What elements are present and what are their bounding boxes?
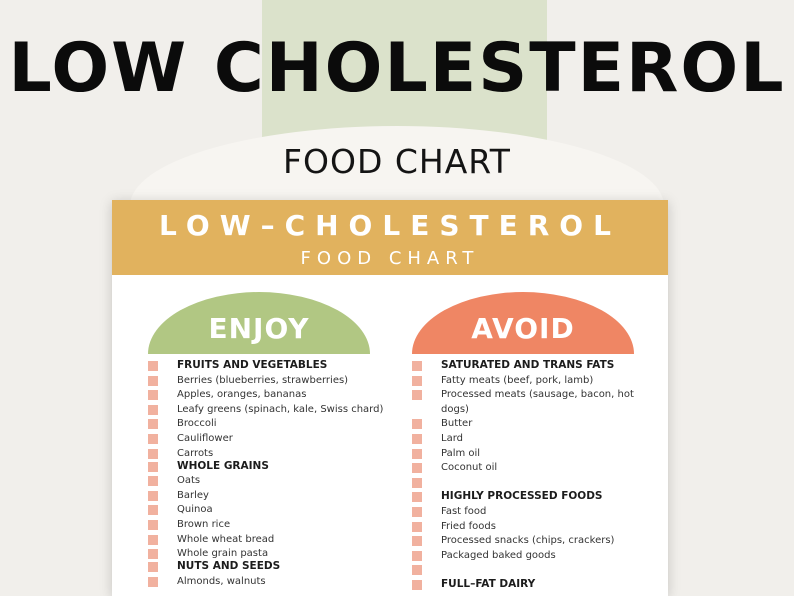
item-label: Butter	[441, 418, 473, 430]
checkbox[interactable]	[148, 519, 158, 530]
category-heading: HIGHLY PROCESSED FOODS	[441, 490, 603, 503]
checkbox[interactable]	[148, 375, 158, 386]
checkbox[interactable]	[412, 565, 422, 576]
checkbox[interactable]	[148, 534, 158, 545]
checkbox[interactable]	[148, 433, 158, 444]
checkbox[interactable]	[148, 361, 158, 371]
checkbox[interactable]	[412, 579, 422, 590]
category-heading: FULL–FAT DAIRY	[441, 577, 536, 590]
checkbox[interactable]	[412, 506, 422, 517]
checkbox[interactable]	[412, 361, 422, 371]
item-label: Packaged baked goods	[441, 549, 556, 561]
avoid-heading: AVOID	[412, 292, 634, 354]
item-label: Lard	[441, 432, 463, 444]
card-header: LOW–CHOLESTEROL FOOD CHART	[112, 200, 668, 275]
checkbox[interactable]	[148, 419, 158, 430]
item-label: Leafy greens (spinach, kale, Swiss chard…	[177, 403, 384, 415]
item-label: Brown rice	[177, 518, 231, 530]
item-label: Cauliflower	[177, 432, 233, 444]
enjoy-heading: ENJOY	[148, 292, 370, 354]
item-label: Fast food	[441, 505, 487, 517]
checkbox[interactable]	[412, 492, 422, 503]
item-label: Broccoli	[177, 418, 217, 430]
checkbox[interactable]	[412, 550, 422, 561]
item-label: Whole grain pasta	[177, 548, 269, 560]
page-subtitle: FOOD CHART	[283, 142, 511, 181]
checkbox[interactable]	[148, 490, 158, 501]
checkbox[interactable]	[412, 536, 422, 547]
item-label: dogs)	[441, 403, 469, 415]
checkbox[interactable]	[148, 390, 158, 401]
item-label: Barley	[177, 489, 209, 501]
checkbox[interactable]	[412, 433, 422, 444]
category-heading: WHOLE GRAINS	[177, 459, 269, 472]
checkbox[interactable]	[148, 404, 158, 415]
item-label: Palm oil	[441, 447, 481, 459]
item-label: Apples, oranges, bananas	[177, 389, 307, 401]
category-heading: NUTS AND SEEDS	[177, 560, 281, 573]
checkbox[interactable]	[412, 448, 422, 459]
checkbox[interactable]	[148, 576, 158, 587]
item-label: Fried foods	[441, 520, 496, 532]
item-label: Berries (blueberries, strawberries)	[177, 374, 349, 386]
checkbox[interactable]	[412, 375, 422, 386]
checkbox[interactable]	[148, 505, 158, 516]
checkbox[interactable]	[148, 549, 158, 560]
item-label: Processed snacks (chips, crackers)	[441, 535, 615, 547]
item-label: Carrots	[177, 447, 214, 459]
item-label: Whole wheat bread	[177, 533, 275, 545]
item-label: Coconut oil	[441, 462, 498, 474]
checkbox[interactable]	[148, 461, 158, 472]
category-heading: SATURATED AND TRANS FATS	[441, 359, 615, 371]
checkbox[interactable]	[412, 463, 422, 474]
page-title: LOW CHOLESTEROL	[8, 29, 786, 108]
checkbox[interactable]	[412, 390, 422, 401]
checkbox[interactable]	[412, 521, 422, 532]
item-label: Almonds, walnuts	[177, 575, 266, 587]
food-chart-card: LOW–CHOLESTEROL FOOD CHART ENJOY AVOID F…	[112, 200, 668, 596]
item-label: Quinoa	[177, 504, 213, 516]
checkbox[interactable]	[412, 419, 422, 430]
item-label: Fatty meats (beef, pork, lamb)	[441, 374, 594, 386]
checkbox[interactable]	[148, 476, 158, 487]
item-label: Oats	[177, 475, 201, 487]
card-subtitle: FOOD CHART	[300, 248, 480, 269]
item-label: Processed meats (sausage, bacon, hot	[441, 389, 634, 401]
checkbox[interactable]	[148, 448, 158, 459]
category-heading: FRUITS AND VEGETABLES	[177, 359, 328, 371]
checkbox[interactable]	[148, 562, 158, 573]
card-title: LOW–CHOLESTEROL	[159, 209, 621, 242]
checkbox[interactable]	[412, 477, 422, 488]
